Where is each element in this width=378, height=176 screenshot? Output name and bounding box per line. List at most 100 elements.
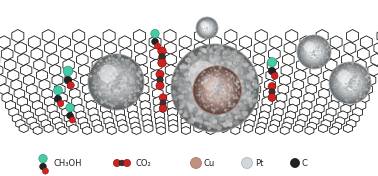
- Circle shape: [348, 83, 350, 84]
- Circle shape: [221, 75, 225, 79]
- Polygon shape: [130, 117, 139, 126]
- Polygon shape: [45, 97, 55, 107]
- Circle shape: [229, 83, 230, 84]
- Circle shape: [110, 88, 113, 91]
- Circle shape: [174, 92, 176, 95]
- Circle shape: [193, 84, 197, 87]
- Circle shape: [179, 102, 182, 105]
- Circle shape: [339, 83, 340, 84]
- Circle shape: [241, 105, 245, 109]
- Text: Pt: Pt: [255, 159, 263, 168]
- Circle shape: [341, 89, 342, 90]
- Circle shape: [219, 88, 223, 92]
- Circle shape: [103, 86, 106, 88]
- Circle shape: [233, 78, 235, 80]
- Polygon shape: [269, 124, 278, 133]
- Circle shape: [312, 45, 313, 47]
- Circle shape: [212, 74, 215, 78]
- Circle shape: [214, 90, 218, 94]
- Circle shape: [359, 77, 361, 79]
- Circle shape: [223, 60, 225, 62]
- Circle shape: [206, 82, 208, 83]
- Circle shape: [228, 84, 232, 88]
- Circle shape: [215, 93, 220, 98]
- Circle shape: [191, 63, 194, 66]
- Circle shape: [235, 78, 238, 81]
- Circle shape: [238, 94, 240, 96]
- Circle shape: [224, 91, 226, 92]
- Polygon shape: [286, 30, 298, 42]
- Circle shape: [204, 82, 208, 86]
- Polygon shape: [167, 93, 177, 103]
- Circle shape: [117, 88, 120, 91]
- Circle shape: [229, 93, 231, 95]
- Circle shape: [232, 78, 237, 83]
- Circle shape: [251, 71, 255, 76]
- Circle shape: [229, 104, 234, 108]
- Polygon shape: [283, 54, 294, 66]
- Circle shape: [235, 115, 238, 119]
- Polygon shape: [150, 48, 161, 60]
- Circle shape: [183, 103, 185, 105]
- Circle shape: [233, 93, 236, 96]
- Circle shape: [223, 76, 228, 81]
- Circle shape: [93, 77, 96, 79]
- Circle shape: [339, 73, 341, 75]
- Circle shape: [212, 89, 215, 92]
- Circle shape: [345, 99, 347, 101]
- Circle shape: [201, 75, 203, 77]
- Circle shape: [114, 69, 117, 72]
- Polygon shape: [33, 127, 42, 134]
- Circle shape: [115, 81, 117, 83]
- Circle shape: [205, 89, 208, 92]
- Circle shape: [310, 48, 311, 50]
- Circle shape: [212, 57, 216, 62]
- Circle shape: [202, 28, 203, 29]
- Circle shape: [233, 103, 235, 106]
- Circle shape: [198, 59, 200, 61]
- Circle shape: [358, 80, 360, 82]
- Circle shape: [190, 58, 192, 59]
- Circle shape: [211, 87, 215, 92]
- Circle shape: [253, 98, 257, 103]
- Circle shape: [191, 76, 193, 78]
- Circle shape: [115, 86, 118, 89]
- Circle shape: [213, 84, 215, 86]
- Circle shape: [215, 83, 218, 86]
- Circle shape: [211, 124, 213, 126]
- Circle shape: [217, 76, 222, 82]
- Circle shape: [218, 92, 220, 94]
- Circle shape: [268, 67, 276, 75]
- Circle shape: [212, 71, 217, 76]
- Circle shape: [201, 89, 204, 91]
- Circle shape: [308, 40, 309, 42]
- Circle shape: [356, 66, 358, 67]
- Circle shape: [223, 70, 226, 73]
- Circle shape: [129, 81, 132, 84]
- Circle shape: [336, 72, 338, 74]
- Polygon shape: [155, 117, 165, 126]
- Circle shape: [102, 101, 104, 103]
- Circle shape: [211, 79, 213, 81]
- Circle shape: [231, 101, 236, 105]
- Circle shape: [218, 89, 224, 94]
- Circle shape: [222, 78, 225, 81]
- Circle shape: [360, 79, 363, 81]
- Circle shape: [209, 88, 212, 90]
- Circle shape: [197, 117, 202, 122]
- Circle shape: [214, 65, 219, 70]
- Circle shape: [181, 101, 186, 106]
- Circle shape: [222, 91, 224, 93]
- Circle shape: [224, 109, 225, 110]
- Circle shape: [358, 66, 359, 68]
- Polygon shape: [138, 84, 149, 95]
- Circle shape: [102, 76, 104, 78]
- Circle shape: [306, 46, 307, 47]
- Circle shape: [113, 84, 116, 87]
- Circle shape: [324, 41, 325, 42]
- Circle shape: [218, 81, 222, 84]
- Circle shape: [220, 91, 222, 92]
- Circle shape: [215, 82, 219, 86]
- Circle shape: [313, 52, 314, 53]
- Circle shape: [200, 95, 203, 98]
